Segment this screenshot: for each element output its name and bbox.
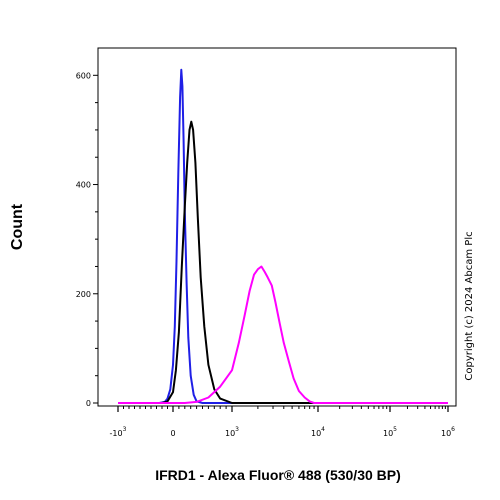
- x-tick-exponent: 4: [321, 426, 325, 433]
- x-tick-base: 10: [441, 429, 451, 438]
- x-tick-label: 0: [170, 429, 175, 438]
- x-axis-title: IFRD1 - Alexa Fluor® 488 (530/30 BP): [155, 467, 401, 483]
- series-line: [118, 68, 448, 404]
- x-tick-base: 0: [170, 429, 175, 438]
- x-tick-label: 106: [441, 426, 455, 438]
- copyright-notice: Copyright (c) 2024 Abcam Plc: [464, 231, 475, 380]
- plot-frame: [97, 47, 457, 407]
- x-tick-exponent: 3: [123, 426, 127, 433]
- x-tick-base: 10: [383, 429, 393, 438]
- series-line: [118, 265, 448, 404]
- x-tick-exponent: 3: [235, 426, 239, 433]
- series-line: [118, 120, 448, 404]
- y-axis-title: Count: [9, 203, 26, 250]
- series-layer: [118, 68, 448, 404]
- x-tick-exponent: 6: [451, 426, 455, 433]
- x-tick-base: 10: [311, 429, 321, 438]
- x-tick-exponent: 5: [393, 426, 397, 433]
- y-tick-label: 200: [76, 290, 91, 299]
- y-tick-label: 600: [76, 71, 91, 80]
- y-tick-label: 400: [76, 181, 91, 190]
- x-axis: -103 0 103 104 105 106: [110, 406, 455, 438]
- y-tick-label: 0: [86, 399, 91, 408]
- y-axis: 0 200 400 600: [76, 71, 98, 408]
- x-tick-base: 10: [225, 429, 235, 438]
- x-tick-base: -10: [110, 429, 123, 438]
- x-tick-label: -103: [110, 426, 127, 438]
- x-tick-label: 104: [311, 426, 325, 438]
- x-tick-label: 103: [225, 426, 239, 438]
- x-tick-label: 105: [383, 426, 397, 438]
